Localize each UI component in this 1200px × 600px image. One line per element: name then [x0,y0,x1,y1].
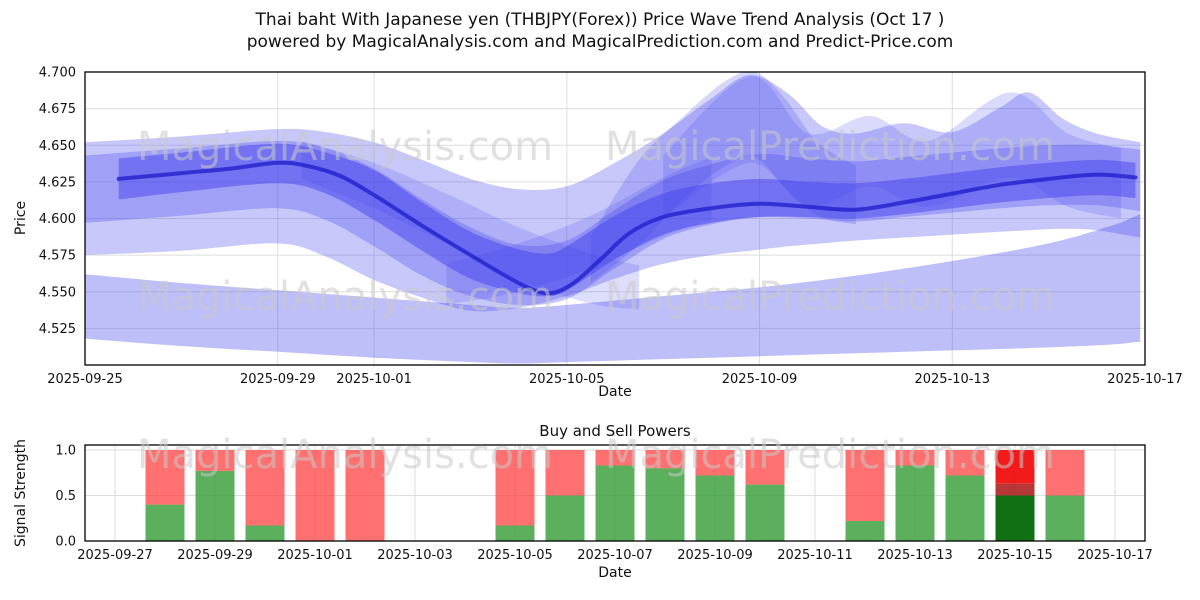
buy-sell-chart-title: Buy and Sell Powers [539,422,691,440]
x-tick-label: 2025-10-05 [529,372,605,387]
x-tick-label: 2025-10-13 [914,372,990,387]
watermark-prediction: MagicalPrediction.com [605,124,1055,170]
x-tick-label: 2025-09-29 [240,372,316,387]
bar-segment-bar_green [545,495,585,541]
price-wave-trend: 2025-09-25 2025-09-29 2025-10-01 2025-10-05… [39,66,1183,388]
bar-segment-bar_red [595,450,635,466]
bar-segment-bar_red [495,450,535,526]
x-tick-label: 2025-10-13 [877,548,953,563]
watermark-analysis: MagicalAnalysis.com [137,274,553,320]
plot-border [84,444,1146,542]
y-tick-label: 0.0 [55,535,76,550]
wave-band [590,72,856,283]
bar-segment-bar_green [495,525,535,541]
buy-sell-powers: 2025-09-27 2025-09-29 2025-10-01 2025-10-03… [55,444,1152,563]
figure-title: Thai baht With Japanese yen (THBJPY(Fore… [0,10,1200,54]
watermark-prediction: MagicalPrediction.com [605,274,1055,320]
bar-segment-bar_red [1045,450,1085,496]
figure-title-line1: Thai baht With Japanese yen (THBJPY(Fore… [255,10,945,30]
bar-segment-bar_dark_red [995,483,1035,496]
y-tick-label: 4.700 [39,66,76,81]
x-tick-label: 2025-10-17 [1077,548,1153,563]
y-tick-label: 4.575 [39,249,76,264]
bar-segment-bar_red [545,450,585,496]
bar-segment-bar_red [245,450,285,526]
trend-line [116,160,1138,296]
bar-segment-bar_green [245,525,285,541]
x-tick-label: 2025-10-11 [777,548,853,563]
wave-band [85,74,1141,312]
plot-content [145,450,1085,541]
bar-segment-bar_red [895,450,935,466]
x-tick-label: 2025-10-01 [277,548,353,563]
y-tick-label: 4.550 [39,285,76,300]
x-tick-label: 2025-10-03 [377,548,453,563]
wave-band [85,214,1141,364]
bar-segment-bar_green [595,465,635,541]
y-tick-label: 4.625 [39,175,76,190]
plot-content [85,72,1141,364]
x-tick-label: 2025-10-01 [336,372,412,387]
x-tick-label: 2025-10-09 [677,548,753,563]
x-tick-label: 2025-10-07 [577,548,653,563]
bar-segment-bar_dark_green [995,495,1035,541]
wave-band [663,76,1121,219]
bar-segment-bar_red [195,450,235,471]
bar-segment-bar_green [645,468,685,541]
figure-title-line2: powered by MagicalAnalysis.com and Magic… [246,31,954,52]
y-tick-label: 4.600 [39,212,76,227]
y-tick-label: 4.675 [39,102,76,117]
watermark-prediction: MagicalPrediction.com [605,432,1055,478]
date-xlabel-bottom: Date [598,565,632,581]
bar-segment-bar_red [695,450,735,476]
bar-segment-bar_green [145,504,185,541]
watermark-analysis: MagicalAnalysis.com [137,124,553,170]
x-tick-label: 2025-10-09 [722,372,798,387]
bar-segment-bar_green [745,484,785,541]
bar-segment-bar_green [195,470,235,541]
x-tick-label: 2025-09-29 [177,548,253,563]
x-tick-label: 2025-10-05 [477,548,553,563]
bar-segment-bar_red [295,450,335,541]
x-tick-label: 2025-09-25 [47,372,123,387]
y-tick-label: 0.5 [55,489,76,504]
bar-segment-bar_red [845,450,885,521]
y-tick-label: 4.525 [39,322,76,337]
watermark-analysis: MagicalAnalysis.com [137,432,553,478]
bar-segment-bar_green [1045,495,1085,541]
x-tick-label: 2025-09-27 [77,548,153,563]
bar-segment-bar_green [945,475,985,541]
plot-border [84,71,1146,366]
signal-strength-ylabel: Signal Strength [13,438,29,548]
y-tick-label: 4.650 [39,139,76,154]
bar-segment-bar_green [895,465,935,541]
price-ylabel: Price [13,200,29,236]
wave-band [118,143,1136,297]
bar-segment-bar_red [345,450,385,541]
y-tick-label: 1.0 [55,444,76,459]
x-tick-label: 2025-10-17 [1107,372,1183,387]
date-xlabel-top: Date [598,384,632,400]
bar-segment-bar_bright_red [995,450,1035,484]
bar-segment-bar_red [145,450,185,505]
x-tick-label: 2025-10-15 [977,548,1053,563]
bar-segment-bar_green [695,475,735,541]
bar-segment-bar_red [645,450,685,469]
bar-segment-bar_red [745,450,785,485]
bar-segment-bar_red [945,450,985,476]
bar-segment-bar_green [845,521,885,541]
